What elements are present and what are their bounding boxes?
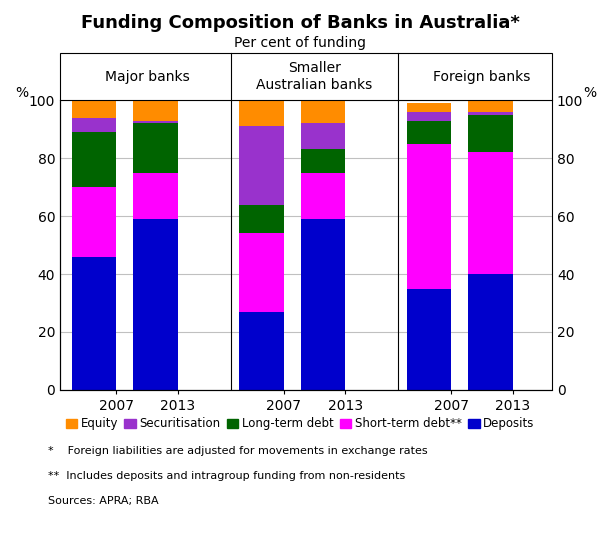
Bar: [301, 100, 345, 124]
Text: **  Includes deposits and intragroup funding from non-residents: ** Includes deposits and intragroup fund…: [48, 471, 405, 481]
Bar: [301, 173, 345, 219]
Bar: [133, 173, 178, 219]
Bar: [133, 124, 178, 173]
Bar: [72, 257, 116, 390]
Bar: [468, 115, 513, 153]
Bar: [468, 153, 513, 274]
Bar: [407, 103, 451, 112]
Bar: [239, 126, 284, 204]
Bar: [72, 118, 116, 132]
Text: Foreign banks: Foreign banks: [433, 70, 530, 84]
Bar: [239, 312, 284, 390]
Bar: [301, 219, 345, 390]
Bar: [72, 132, 116, 187]
Bar: [72, 187, 116, 257]
Bar: [239, 233, 284, 312]
Bar: [133, 219, 178, 390]
Y-axis label: %: %: [15, 86, 28, 100]
Bar: [468, 274, 513, 390]
Legend: Equity, Securitisation, Long-term debt, Short-term debt**, Deposits: Equity, Securitisation, Long-term debt, …: [61, 413, 539, 435]
Bar: [301, 149, 345, 173]
Bar: [407, 120, 451, 144]
Text: *    Foreign liabilities are adjusted for movements in exchange rates: * Foreign liabilities are adjusted for m…: [48, 446, 428, 456]
Bar: [239, 100, 284, 126]
Bar: [239, 204, 284, 233]
Bar: [301, 124, 345, 149]
Bar: [407, 289, 451, 390]
Text: Smaller
Australian banks: Smaller Australian banks: [256, 61, 373, 92]
Y-axis label: %: %: [584, 86, 597, 100]
Bar: [468, 100, 513, 112]
Bar: [468, 112, 513, 115]
Bar: [133, 97, 178, 120]
Bar: [133, 120, 178, 124]
Bar: [407, 144, 451, 289]
Text: Funding Composition of Banks in Australia*: Funding Composition of Banks in Australi…: [80, 14, 520, 32]
Bar: [407, 112, 451, 120]
Text: Sources: APRA; RBA: Sources: APRA; RBA: [48, 496, 158, 506]
Bar: [72, 100, 116, 118]
Text: Per cent of funding: Per cent of funding: [234, 36, 366, 50]
Text: Major banks: Major banks: [105, 70, 190, 84]
